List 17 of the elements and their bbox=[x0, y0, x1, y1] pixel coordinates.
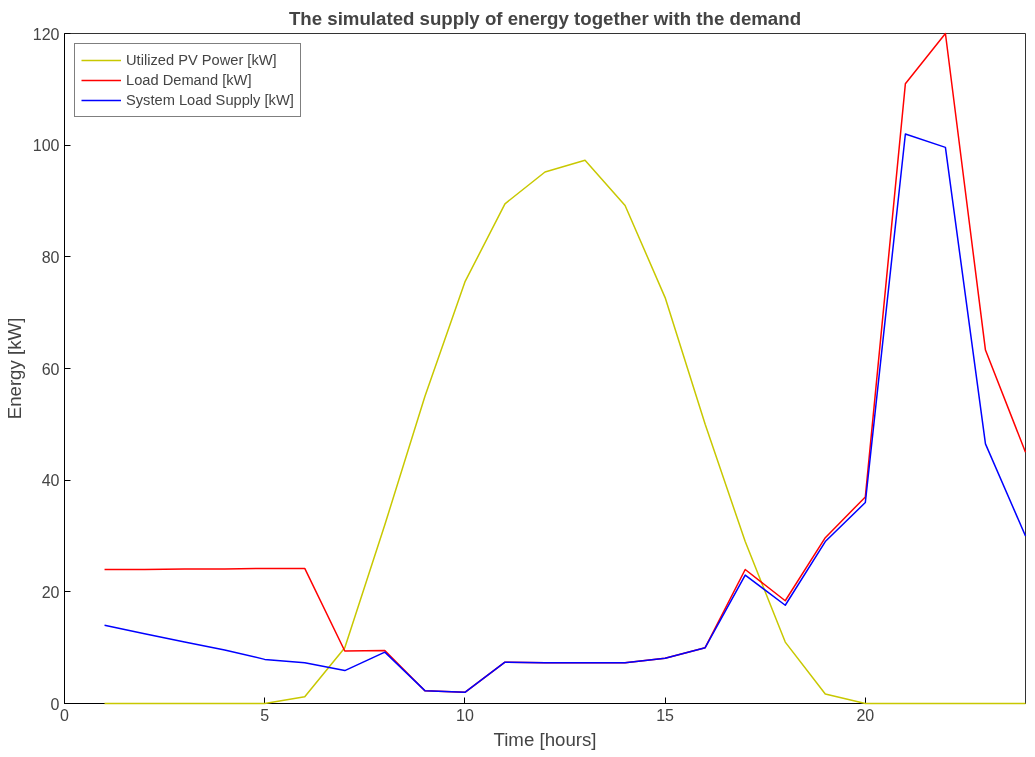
y-tick-label: 20 bbox=[41, 583, 60, 601]
y-tick-label: 60 bbox=[41, 360, 60, 378]
x-tick-label: 15 bbox=[656, 706, 675, 724]
x-tick-label: 20 bbox=[856, 706, 875, 724]
x-tick-label: 5 bbox=[260, 706, 270, 724]
x-tick-label: 10 bbox=[456, 706, 474, 724]
y-tick-label: 100 bbox=[32, 137, 60, 155]
y-tick-label: 0 bbox=[50, 695, 60, 713]
y-tick-label: 120 bbox=[32, 25, 60, 43]
chart-title: The simulated supply of energy together with the demand bbox=[288, 7, 802, 29]
legend-label: System Load Supply [kW] bbox=[126, 92, 294, 108]
x-axis-title: Time [hours] bbox=[493, 728, 597, 750]
legend-label: Utilized PV Power [kW] bbox=[126, 52, 277, 68]
y-tick-label: 40 bbox=[41, 472, 60, 490]
y-axis-title: Energy [kW] bbox=[3, 317, 25, 420]
y-tick-label: 80 bbox=[41, 248, 60, 266]
legend-label: Load Demand [kW] bbox=[126, 72, 252, 88]
